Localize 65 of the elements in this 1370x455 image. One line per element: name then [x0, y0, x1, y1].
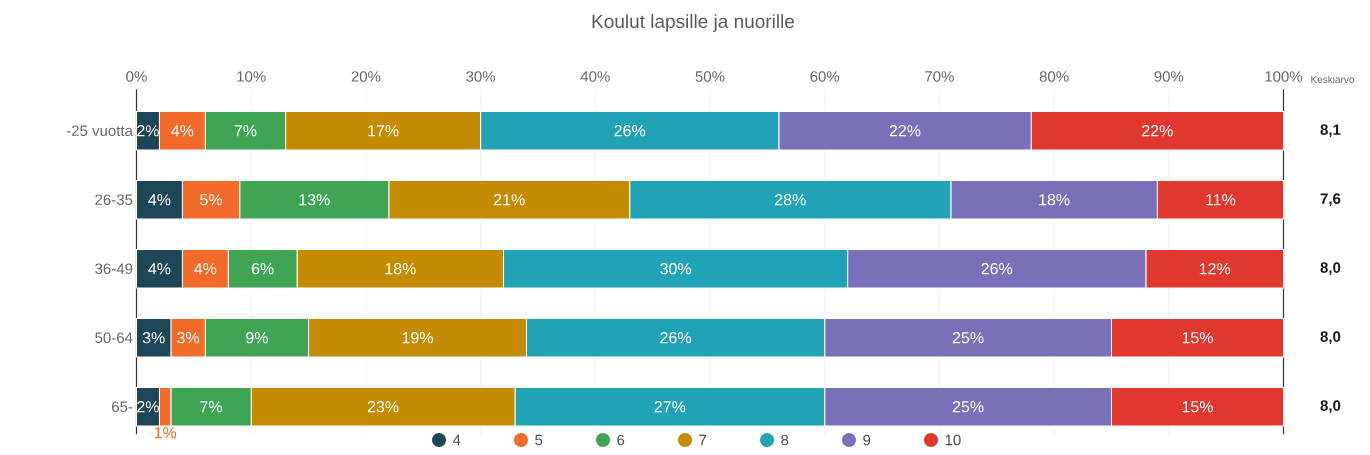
- legend-label: 6: [617, 434, 625, 446]
- text: 8,0: [1320, 262, 1341, 276]
- data-label: 4%: [194, 263, 217, 275]
- data-label: 11%: [1206, 194, 1236, 206]
- data-label: 19%: [402, 332, 433, 344]
- data-label: 13%: [299, 194, 330, 206]
- text: 8,0: [1320, 400, 1341, 414]
- data-label: 9%: [246, 332, 268, 344]
- x-tick-label: 0%: [126, 71, 147, 82]
- y-tick-label: -25 vuotta: [66, 125, 133, 137]
- data-label: 25%: [952, 332, 984, 344]
- data-label: 3%: [142, 332, 165, 344]
- text: Keskiarvo: [1311, 75, 1355, 83]
- legend-label: 9: [863, 434, 871, 446]
- data-label: 25%: [952, 401, 984, 413]
- data-label: 26%: [660, 332, 692, 344]
- data-label: 3%: [177, 332, 200, 344]
- data-label: 6%: [251, 263, 274, 275]
- data-label: 21%: [494, 194, 525, 206]
- data-label: 22%: [889, 125, 921, 137]
- data-label: 4%: [148, 194, 171, 206]
- x-tick-label: 40%: [580, 71, 610, 82]
- data-label: 15%: [1182, 332, 1213, 344]
- data-label: 2%: [137, 401, 159, 413]
- text: 7,6: [1320, 193, 1341, 207]
- legend-label: 7: [699, 434, 707, 446]
- y-tick-label: 26-35: [95, 194, 133, 206]
- y-tick-label: 36-49: [95, 263, 133, 275]
- x-tick-label: 80%: [1039, 71, 1069, 82]
- x-tick-label: 60%: [810, 71, 840, 82]
- data-label: 7%: [200, 401, 223, 413]
- x-tick-label: 20%: [351, 71, 381, 82]
- data-label: 27%: [654, 401, 686, 413]
- data-label: 4%: [148, 263, 171, 275]
- data-label: 5%: [200, 194, 223, 206]
- data-label: 22%: [1142, 125, 1173, 137]
- data-label: 30%: [660, 263, 692, 275]
- x-tick-label: 100%: [1265, 71, 1303, 82]
- data-label: 18%: [385, 263, 416, 275]
- data-label: 7%: [234, 125, 257, 137]
- data-label: 4%: [171, 125, 194, 137]
- data-label: 26%: [614, 125, 646, 137]
- y-tick-label: 50-64: [95, 332, 133, 344]
- data-label: 18%: [1039, 194, 1070, 206]
- chart-title: Koulut lapsille ja nuorille: [592, 14, 795, 32]
- data-label: 23%: [367, 401, 399, 413]
- data-label: 28%: [775, 194, 806, 206]
- x-tick-label: 90%: [1154, 71, 1184, 82]
- data-label: 12%: [1199, 263, 1231, 275]
- legend-label: 5: [535, 434, 543, 446]
- legend-label: 8: [781, 434, 789, 446]
- x-tick-label: 70%: [925, 71, 954, 82]
- data-label: 2%: [137, 125, 159, 137]
- data-label: 1%: [154, 427, 177, 439]
- data-label: 17%: [368, 125, 399, 137]
- x-tick-label: 30%: [466, 71, 496, 82]
- text: 8,1: [1320, 124, 1341, 138]
- legend-label: 4: [452, 434, 461, 446]
- y-tick-label: 65-: [112, 401, 133, 413]
- x-tick-label: 50%: [695, 71, 725, 82]
- x-tick-label: 10%: [237, 71, 266, 82]
- text: 8,0: [1320, 331, 1341, 345]
- legend-label: 10: [945, 434, 961, 446]
- data-label: 26%: [981, 263, 1013, 275]
- data-label: 15%: [1182, 401, 1213, 413]
